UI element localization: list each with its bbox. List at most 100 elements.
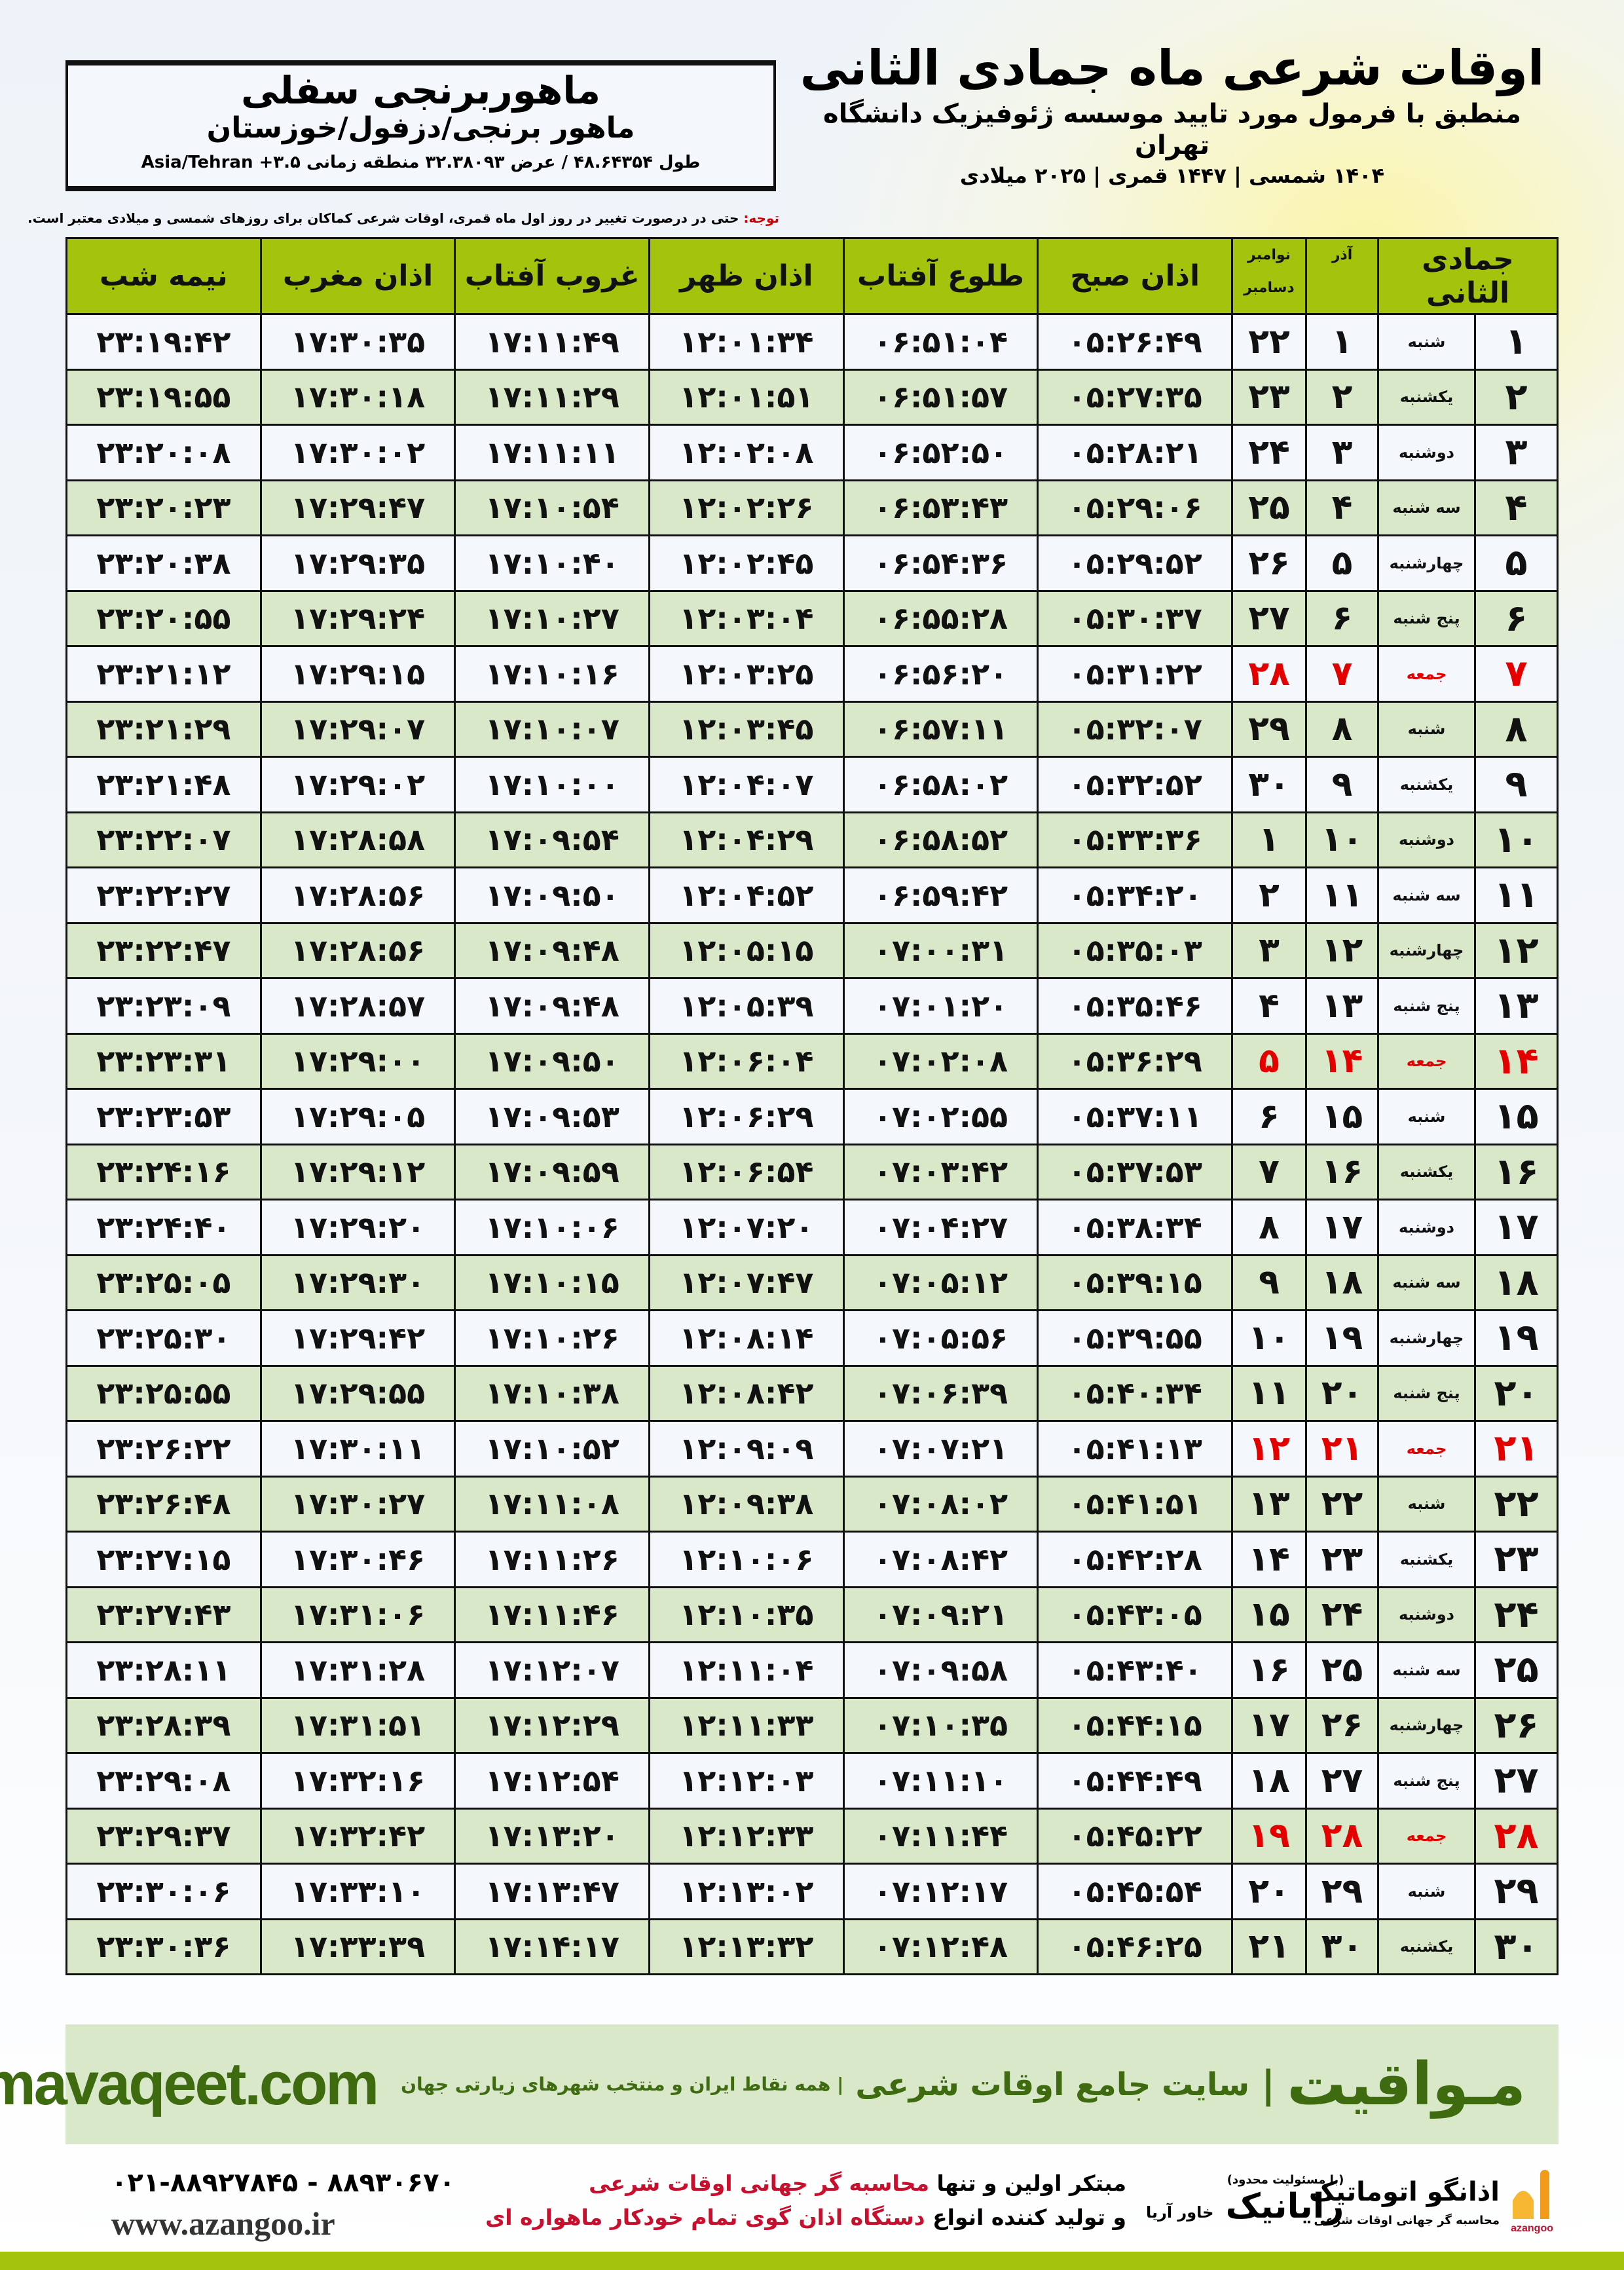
midnight-time: ۲۳:۲۸:۱۱ <box>65 1641 262 1699</box>
sunset-time: ۱۷:۱۲:۵۴ <box>454 1752 651 1810</box>
gregorian-day: ۲۸ <box>1230 645 1307 703</box>
header-maghrib: اذان مغرب <box>259 237 456 315</box>
dhuhr-time: ۱۲:۰۵:۳۹ <box>648 977 845 1035</box>
weekday: پنج شنبه <box>1376 589 1477 647</box>
table-row: ۳ دوشنبه ۳ ۲۴ ۰۵:۲۸:۲۱ ۰۶:۵۲:۵۰ ۱۲:۰۲:۰۸ ۱۷:۱۱:… <box>65 424 1559 481</box>
sunrise-time: ۰۷:۰۶:۳۹ <box>842 1364 1039 1422</box>
fajr-time: ۰۵:۳۰:۳۷ <box>1037 589 1233 647</box>
weekday: یکشنبه <box>1376 1918 1477 1975</box>
azar-day: ۲۲ <box>1304 1475 1379 1533</box>
hijri-day: ۱۵ <box>1474 1088 1559 1145</box>
azar-day: ۲۵ <box>1304 1641 1379 1699</box>
fajr-time: ۰۵:۲۶:۴۹ <box>1037 313 1233 371</box>
page-subtitle: منطبق با فرمول مورد تایید موسسه ژئوفیزیک… <box>823 99 1521 160</box>
table-row: ۱۷ دوشنبه ۱۷ ۸ ۰۵:۳۸:۳۴ ۰۷:۰۴:۲۷ ۱۲:۰۷:۲۰ ۱۷:۱۰… <box>65 1199 1559 1256</box>
hijri-day: ۳ <box>1474 424 1559 481</box>
dhuhr-time: ۱۲:۰۶:۲۹ <box>648 1088 845 1145</box>
dhuhr-time: ۱۲:۰۱:۳۴ <box>648 313 845 371</box>
midnight-time: ۲۳:۳۰:۳۶ <box>65 1918 262 1975</box>
sunrise-time: ۰۷:۱۱:۴۴ <box>842 1807 1039 1865</box>
dhuhr-time: ۱۲:۰۲:۴۵ <box>648 534 845 592</box>
weekday: پنج شنبه <box>1376 1364 1477 1422</box>
maghrib-time: ۱۷:۲۸:۵۶ <box>259 921 456 979</box>
promo-site-link[interactable]: mavaqeet.com <box>0 2051 379 2117</box>
hijri-day: ۱۰ <box>1474 811 1559 868</box>
weekday: چهارشنبه <box>1376 534 1477 592</box>
fajr-time: ۰۵:۳۹:۱۵ <box>1037 1254 1233 1311</box>
footer-phone: ۰۲۱-۸۸۹۲۷۸۴۵ - ۸۸۹۳۰۶۷۰ <box>111 2168 455 2198</box>
dhuhr-time: ۱۲:۰۳:۲۵ <box>648 645 845 703</box>
azar-day: ۲۶ <box>1304 1696 1379 1754</box>
table-row: ۲۸ جمعه ۲۸ ۱۹ ۰۵:۴۵:۲۲ ۰۷:۱۱:۴۴ ۱۲:۱۲:۳۳ ۱۷:۱۳:… <box>65 1807 1559 1865</box>
fajr-time: ۰۵:۲۹:۰۶ <box>1037 479 1233 536</box>
gregorian-day: ۱۳ <box>1230 1475 1307 1533</box>
table-row: ۲۴ دوشنبه ۲۴ ۱۵ ۰۵:۴۳:۰۵ ۰۷:۰۹:۲۱ ۱۲:۱۰:۳۵ ۱۷:۱… <box>65 1586 1559 1643</box>
table-row: ۲۳ یکشنبه ۲۳ ۱۴ ۰۵:۴۲:۲۸ ۰۷:۰۸:۴۲ ۱۲:۱۰:۰۶ ۱۷:۱… <box>65 1531 1559 1588</box>
dhuhr-time: ۱۲:۰۲:۲۶ <box>648 479 845 536</box>
fajr-time: ۰۵:۴۳:۰۵ <box>1037 1586 1233 1643</box>
weekday: پنج شنبه <box>1376 1752 1477 1810</box>
table-row: ۹ یکشنبه ۹ ۳۰ ۰۵:۳۲:۵۲ ۰۶:۵۸:۰۲ ۱۲:۰۴:۰۷ ۱۷:۱۰:… <box>65 756 1559 813</box>
maghrib-time: ۱۷:۳۰:۰۲ <box>259 424 456 481</box>
sunrise-time: ۰۷:۱۰:۳۵ <box>842 1696 1039 1754</box>
midnight-time: ۲۳:۳۰:۰۶ <box>65 1863 262 1920</box>
midnight-time: ۲۳:۲۲:۴۷ <box>65 921 262 979</box>
gregorian-day: ۲ <box>1230 866 1307 924</box>
weekday: جمعه <box>1376 1032 1477 1090</box>
sunset-time: ۱۷:۱۰:۵۲ <box>454 1420 651 1478</box>
azar-day: ۸ <box>1304 700 1379 758</box>
fajr-time: ۰۵:۳۸:۳۴ <box>1037 1199 1233 1256</box>
midnight-time: ۲۳:۲۳:۰۹ <box>65 977 262 1035</box>
header-gregorian: نوامبر دسامبر <box>1230 237 1307 315</box>
maghrib-time: ۱۷:۲۸:۵۶ <box>259 866 456 924</box>
table-row: ۴ سه شنبه ۴ ۲۵ ۰۵:۲۹:۰۶ ۰۶:۵۳:۴۳ ۱۲:۰۲:۲۶ ۱۷:۱۰… <box>65 479 1559 536</box>
table-row: ۱۳ پنج شنبه ۱۳ ۴ ۰۵:۳۵:۴۶ ۰۷:۰۱:۲۰ ۱۲:۰۵:۳۹ ۱۷:… <box>65 977 1559 1035</box>
location-region: ماهور برنجی/دزفول/خوزستان <box>206 111 635 145</box>
azar-day: ۲۹ <box>1304 1863 1379 1920</box>
sunrise-time: ۰۷:۰۴:۲۷ <box>842 1199 1039 1256</box>
dhuhr-time: ۱۲:۱۰:۳۵ <box>648 1586 845 1643</box>
hijri-day: ۵ <box>1474 534 1559 592</box>
gregorian-day: ۲۹ <box>1230 700 1307 758</box>
weekday: سه شنبه <box>1376 866 1477 924</box>
gregorian-day: ۱ <box>1230 811 1307 868</box>
dhuhr-time: ۱۲:۰۷:۴۷ <box>648 1254 845 1311</box>
footer: ۰۲۱-۸۸۹۲۷۸۴۵ - ۸۸۹۳۰۶۷۰ www.azangoo.ir م… <box>65 2161 1559 2242</box>
fajr-time: ۰۵:۳۳:۳۶ <box>1037 811 1233 868</box>
slogan-line1b: محاسبه گر جهانی اوقات شرعی <box>589 2170 930 2196</box>
fajr-time: ۰۵:۳۵:۰۳ <box>1037 921 1233 979</box>
maghrib-time: ۱۷:۳۲:۱۶ <box>259 1752 456 1810</box>
bottom-bar <box>0 2252 1624 2270</box>
fajr-time: ۰۵:۴۵:۲۲ <box>1037 1807 1233 1865</box>
sunrise-time: ۰۶:۵۱:۰۴ <box>842 313 1039 371</box>
table-row: ۲۰ پنج شنبه ۲۰ ۱۱ ۰۵:۴۰:۳۴ ۰۷:۰۶:۳۹ ۱۲:۰۸:۴۲ ۱۷… <box>65 1364 1559 1422</box>
dhuhr-time: ۱۲:۰۵:۱۵ <box>648 921 845 979</box>
location-box: ماهوربرنجی سفلی ماهور برنجی/دزفول/خوزستا… <box>65 60 776 191</box>
hijri-day: ۲۷ <box>1474 1752 1559 1810</box>
dhuhr-time: ۱۲:۰۹:۳۸ <box>648 1475 845 1533</box>
weekday: جمعه <box>1376 1807 1477 1865</box>
fajr-time: ۰۵:۴۵:۵۴ <box>1037 1863 1233 1920</box>
sunset-time: ۱۷:۱۱:۰۸ <box>454 1475 651 1533</box>
midnight-time: ۲۳:۲۶:۴۸ <box>65 1475 262 1533</box>
gregorian-day: ۱۰ <box>1230 1309 1307 1367</box>
sunrise-time: ۰۷:۰۷:۲۱ <box>842 1420 1039 1478</box>
fajr-time: ۰۵:۳۹:۵۵ <box>1037 1309 1233 1367</box>
weekday: پنج شنبه <box>1376 977 1477 1035</box>
dhuhr-time: ۱۲:۰۹:۰۹ <box>648 1420 845 1478</box>
table-row: ۲۱ جمعه ۲۱ ۱۲ ۰۵:۴۱:۱۳ ۰۷:۰۷:۲۱ ۱۲:۰۹:۰۹ ۱۷:۱۰:… <box>65 1420 1559 1478</box>
fajr-time: ۰۵:۲۸:۲۱ <box>1037 424 1233 481</box>
prayer-times-table: جمادی الثانی آذر نوامبر دسامبر اذان صبح ط… <box>65 237 1559 1975</box>
table-row: ۱۶ یکشنبه ۱۶ ۷ ۰۵:۳۷:۵۳ ۰۷:۰۳:۴۲ ۱۲:۰۶:۵۴ ۱۷:۰۹… <box>65 1143 1559 1200</box>
maghrib-time: ۱۷:۲۹:۰۰ <box>259 1032 456 1090</box>
promo-tagline-secondary: | همه نقاط ایران و منتخب شهرهای زیارتی ج… <box>401 2074 844 2095</box>
dhuhr-time: ۱۲:۱۱:۳۳ <box>648 1696 845 1754</box>
gregorian-day: ۲۱ <box>1230 1918 1307 1975</box>
footer-website-link[interactable]: www.azangoo.ir <box>111 2205 335 2242</box>
hijri-day: ۱۸ <box>1474 1254 1559 1311</box>
gregorian-day: ۲۶ <box>1230 534 1307 592</box>
page-title: اوقات شرعی ماه جمادی الثانی <box>800 40 1545 96</box>
sunrise-time: ۰۶:۵۳:۴۳ <box>842 479 1039 536</box>
dhuhr-time: ۱۲:۱۲:۰۳ <box>648 1752 845 1810</box>
midnight-time: ۲۳:۲۹:۳۷ <box>65 1807 262 1865</box>
